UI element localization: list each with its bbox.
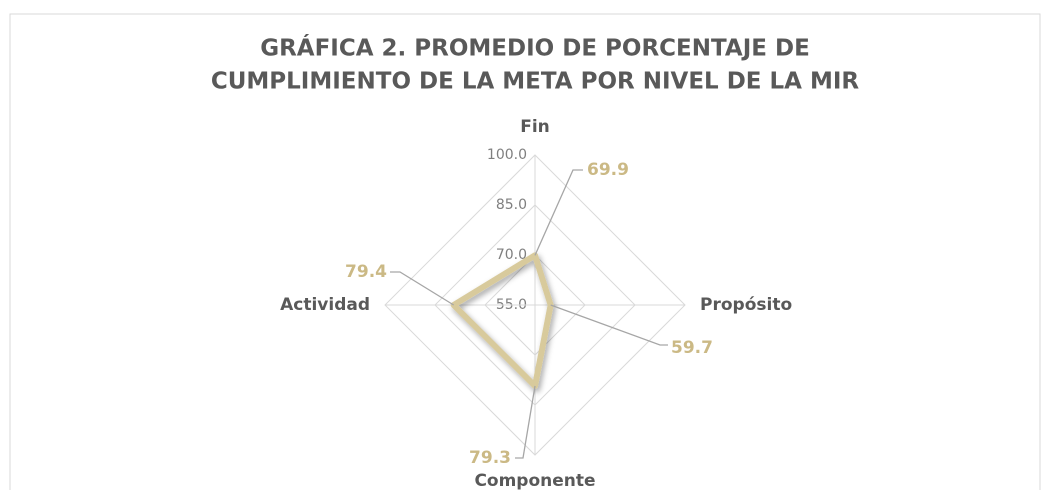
axis-label: Componente <box>474 471 595 490</box>
chart-title: GRÁFICA 2. PROMEDIO DE PORCENTAJE DE <box>260 34 810 62</box>
data-label: 79.3 <box>469 448 511 468</box>
data-label: 79.4 <box>345 262 387 282</box>
axis-label: Actividad <box>280 295 370 315</box>
leader-line <box>390 271 455 306</box>
axis-label: Fin <box>520 117 550 137</box>
data-label: 59.7 <box>671 338 713 358</box>
leader-line <box>515 385 536 459</box>
data-label: 69.9 <box>587 160 629 180</box>
chart-title: CUMPLIMIENTO DE LA META POR NIVEL DE LA … <box>211 69 860 95</box>
r-tick-label: 70.0 <box>496 247 527 263</box>
axis-label: Propósito <box>700 295 792 315</box>
leader-line <box>534 169 583 256</box>
leader-line <box>550 304 668 346</box>
r-tick-label: 100.0 <box>487 147 527 163</box>
chart-border <box>9 13 1041 490</box>
r-tick-label: 85.0 <box>496 197 527 213</box>
